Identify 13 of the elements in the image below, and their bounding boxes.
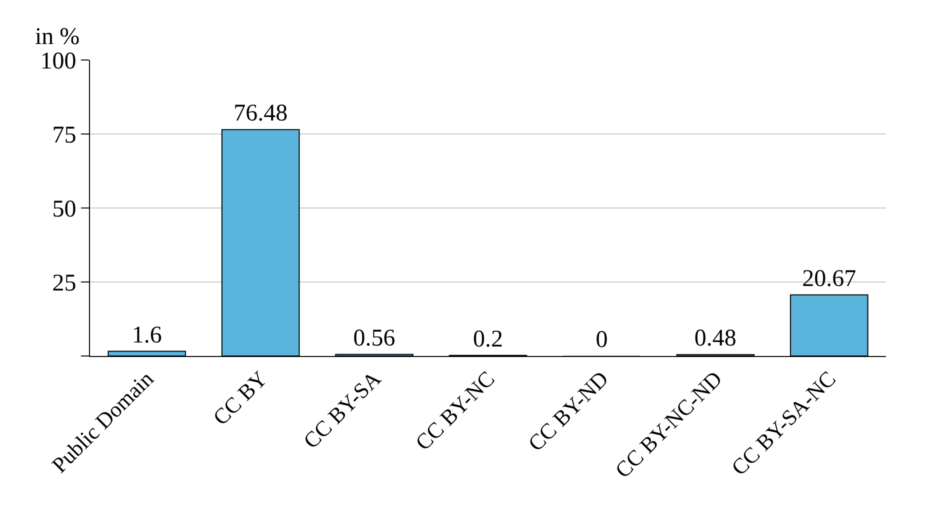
y-tick-label: 100 <box>40 48 76 74</box>
data-label: 76.48 <box>234 100 288 127</box>
data-label: 0.2 <box>473 326 503 352</box>
data-label: 1.6 <box>132 322 162 348</box>
x-tick-label: CC BY <box>208 366 272 430</box>
y-axis-title: in % <box>35 24 80 50</box>
y-tick-label: 25 <box>52 270 76 296</box>
y-tick-label: 75 <box>52 122 76 148</box>
data-label: 0.56 <box>353 325 396 352</box>
y-tick-label: 50 <box>52 196 76 222</box>
data-label: 20.67 <box>802 266 856 292</box>
data-label: 0 <box>596 327 608 353</box>
data-label: 0.48 <box>694 326 736 352</box>
